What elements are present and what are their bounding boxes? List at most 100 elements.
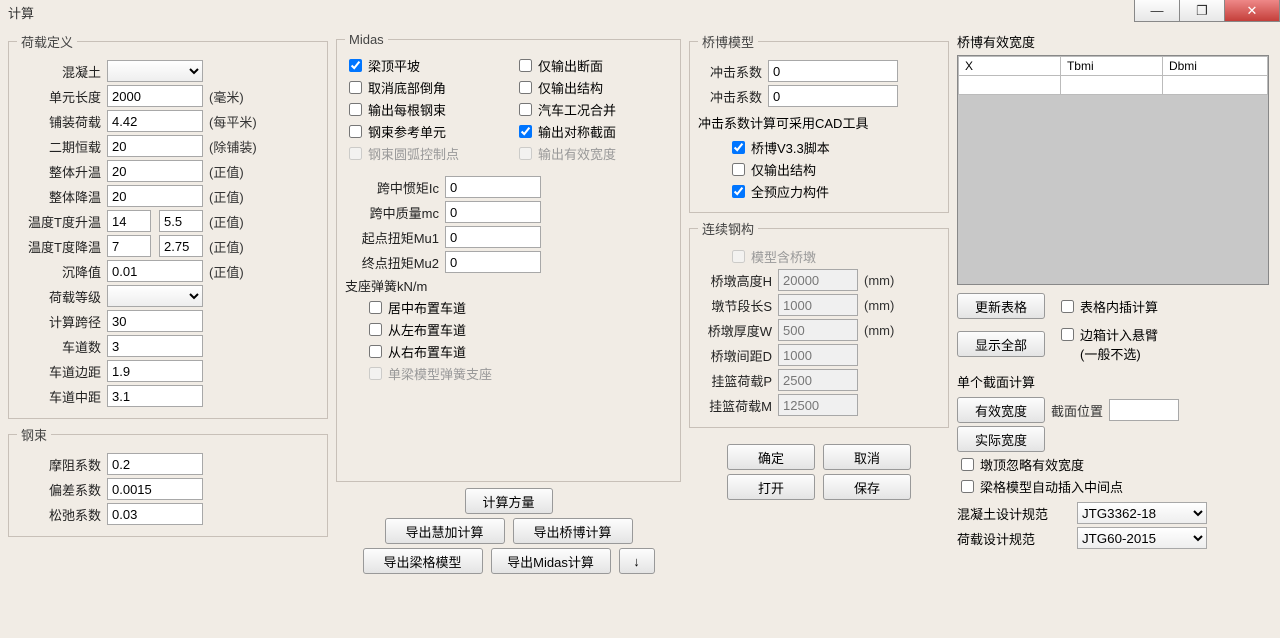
- only-section-checkbox[interactable]: 仅输出断面: [515, 56, 665, 75]
- concrete-code-combo[interactable]: JTG3362-18: [1077, 502, 1207, 524]
- nochamfer-checkbox[interactable]: 取消底部倒角: [345, 78, 495, 97]
- tgradup-a-input[interactable]: [107, 210, 151, 232]
- mc-input[interactable]: [445, 201, 541, 223]
- stage2-input[interactable]: [107, 135, 203, 157]
- seg-s-input: [778, 294, 858, 316]
- lane-right-label: 从右布置车道: [388, 342, 466, 361]
- ok-button[interactable]: 确定: [727, 444, 815, 470]
- edge-input[interactable]: [107, 360, 203, 382]
- basket-p-label: 挂篮荷载P: [698, 371, 778, 390]
- actual-width-button[interactable]: 实际宽度: [957, 426, 1045, 452]
- pier-h-unit: (mm): [864, 273, 894, 288]
- cancel-button[interactable]: 取消: [823, 444, 911, 470]
- sidebox-checkbox[interactable]: 边箱计入悬臂(一般不选): [1057, 325, 1158, 363]
- basket-m-input: [778, 394, 858, 416]
- friction-input[interactable]: [107, 453, 203, 475]
- export-huijia-button[interactable]: 导出慧加计算: [385, 518, 505, 544]
- minimize-button[interactable]: —: [1134, 0, 1180, 22]
- sidebox-label: 边箱计入悬臂(一般不选): [1080, 325, 1158, 363]
- mu2-input[interactable]: [445, 251, 541, 273]
- lanes-label: 车道数: [17, 337, 107, 356]
- wobble-label: 偏差系数: [17, 480, 107, 499]
- qiaobo-onlystruct-checkbox[interactable]: 仅输出结构: [728, 160, 940, 179]
- title-bar: 计算 — ❐ ✕: [0, 0, 1280, 28]
- eff-width-button[interactable]: 有效宽度: [957, 397, 1045, 423]
- tendon-ref-checkbox[interactable]: 钢束参考单元: [345, 122, 495, 141]
- section-pos-input[interactable]: [1109, 399, 1179, 421]
- load-code-combo[interactable]: JTG60-2015: [1077, 527, 1207, 549]
- only-struct-checkbox[interactable]: 仅输出结构: [515, 78, 665, 97]
- ic-input[interactable]: [445, 176, 541, 198]
- save-button[interactable]: 保存: [823, 474, 911, 500]
- cool-input[interactable]: [107, 185, 203, 207]
- qiaobo-v33-checkbox[interactable]: 桥博V3.3脚本: [728, 138, 940, 157]
- pave-load-input[interactable]: [107, 110, 203, 132]
- heat-input[interactable]: [107, 160, 203, 182]
- relax-input[interactable]: [107, 503, 203, 525]
- single-spring-checkbox: 单梁模型弹簧支座: [365, 364, 672, 383]
- lanes-input[interactable]: [107, 335, 203, 357]
- pier-d-input: [778, 344, 858, 366]
- col-tbmi: Tbmi: [1060, 57, 1162, 76]
- table-row[interactable]: [959, 76, 1268, 95]
- settle-input[interactable]: [107, 260, 203, 282]
- export-midas-button[interactable]: 导出Midas计算: [491, 548, 611, 574]
- only-section-label: 仅输出断面: [538, 56, 603, 75]
- impact1-input[interactable]: [768, 60, 898, 82]
- wobble-input[interactable]: [107, 478, 203, 500]
- mid-label: 车道中距: [17, 387, 107, 406]
- car-combine-checkbox[interactable]: 汽车工况合并: [515, 100, 665, 119]
- pave-load-suffix: (每平米): [209, 112, 257, 131]
- relax-label: 松弛系数: [17, 505, 107, 524]
- mid-input[interactable]: [107, 385, 203, 407]
- qiaobo-fullps-checkbox[interactable]: 全预应力构件: [728, 182, 940, 201]
- lane-left-checkbox[interactable]: 从左布置车道: [365, 320, 672, 339]
- ignore-top-checkbox[interactable]: 墩顶忽略有效宽度: [957, 455, 1269, 474]
- midas-group: Midas 梁顶平坡 取消底部倒角 输出每根钢束 钢束参考单元 钢束圆弧控制点 …: [336, 32, 681, 482]
- tgraddn-a-input[interactable]: [107, 235, 151, 257]
- continuous-frame-group: 连续钢构 模型含桥墩 桥墩高度H(mm) 墩节段长S(mm) 桥墩厚度W(mm)…: [689, 219, 949, 428]
- open-button[interactable]: 打开: [727, 474, 815, 500]
- interp-checkbox[interactable]: 表格内插计算: [1057, 297, 1158, 316]
- car-combine-label: 汽车工况合并: [538, 100, 616, 119]
- sym-section-label: 输出对称截面: [538, 122, 616, 141]
- pier-d-label: 桥墩间距D: [698, 346, 778, 365]
- qiaobo-legend: 桥博模型: [698, 32, 758, 51]
- unit-length-input[interactable]: [107, 85, 203, 107]
- eff-width-group: 桥博有效宽度 X Tbmi Dbmi 更新表格 表格内插计算 显示全部 边箱计入…: [957, 32, 1269, 558]
- heat-label: 整体升温: [17, 162, 107, 181]
- close-button[interactable]: ✕: [1224, 0, 1280, 22]
- update-table-button[interactable]: 更新表格: [957, 293, 1045, 319]
- tendon-group: 钢束 摩阻系数 偏差系数 松弛系数: [8, 425, 328, 537]
- concrete-combo[interactable]: [107, 60, 203, 82]
- sym-section-checkbox[interactable]: 输出对称截面: [515, 122, 665, 141]
- load-grade-combo[interactable]: [107, 285, 203, 307]
- span-input[interactable]: [107, 310, 203, 332]
- export-grillage-button[interactable]: 导出梁格模型: [363, 548, 483, 574]
- calc-qty-button[interactable]: 计算方量: [465, 488, 553, 514]
- maximize-button[interactable]: ❐: [1179, 0, 1225, 22]
- nochamfer-label: 取消底部倒角: [368, 78, 446, 97]
- lane-center-checkbox[interactable]: 居中布置车道: [365, 298, 672, 317]
- unit-length-label: 单元长度: [17, 87, 107, 106]
- lane-right-checkbox[interactable]: 从右布置车道: [365, 342, 672, 361]
- eff-width-label: 输出有效宽度: [538, 144, 616, 163]
- window-buttons: — ❐ ✕: [1135, 0, 1280, 22]
- auto-insert-checkbox[interactable]: 梁格模型自动插入中间点: [957, 477, 1269, 496]
- down-arrow-button[interactable]: ↓: [619, 548, 655, 574]
- eff-width-checkbox: 输出有效宽度: [515, 144, 665, 163]
- load-definition-group: 荷载定义 混凝土 单元长度(毫米) 铺装荷载(每平米) 二期恒载(除铺装) 整体…: [8, 32, 328, 419]
- impact2-input[interactable]: [768, 85, 898, 107]
- export-qiaobo-button[interactable]: 导出桥博计算: [513, 518, 633, 544]
- tgradup-b-input[interactable]: [159, 210, 203, 232]
- mu1-input[interactable]: [445, 226, 541, 248]
- each-tendon-label: 输出每根钢束: [368, 100, 446, 119]
- top-flat-checkbox[interactable]: 梁顶平坡: [345, 56, 495, 75]
- arc-ctrl-checkbox: 钢束圆弧控制点: [345, 144, 495, 163]
- eff-width-grid[interactable]: X Tbmi Dbmi: [957, 55, 1269, 285]
- settle-suffix: (正值): [209, 262, 244, 281]
- tgraddn-b-input[interactable]: [159, 235, 203, 257]
- each-tendon-checkbox[interactable]: 输出每根钢束: [345, 100, 495, 119]
- showall-button[interactable]: 显示全部: [957, 331, 1045, 357]
- concrete-label: 混凝土: [17, 62, 107, 81]
